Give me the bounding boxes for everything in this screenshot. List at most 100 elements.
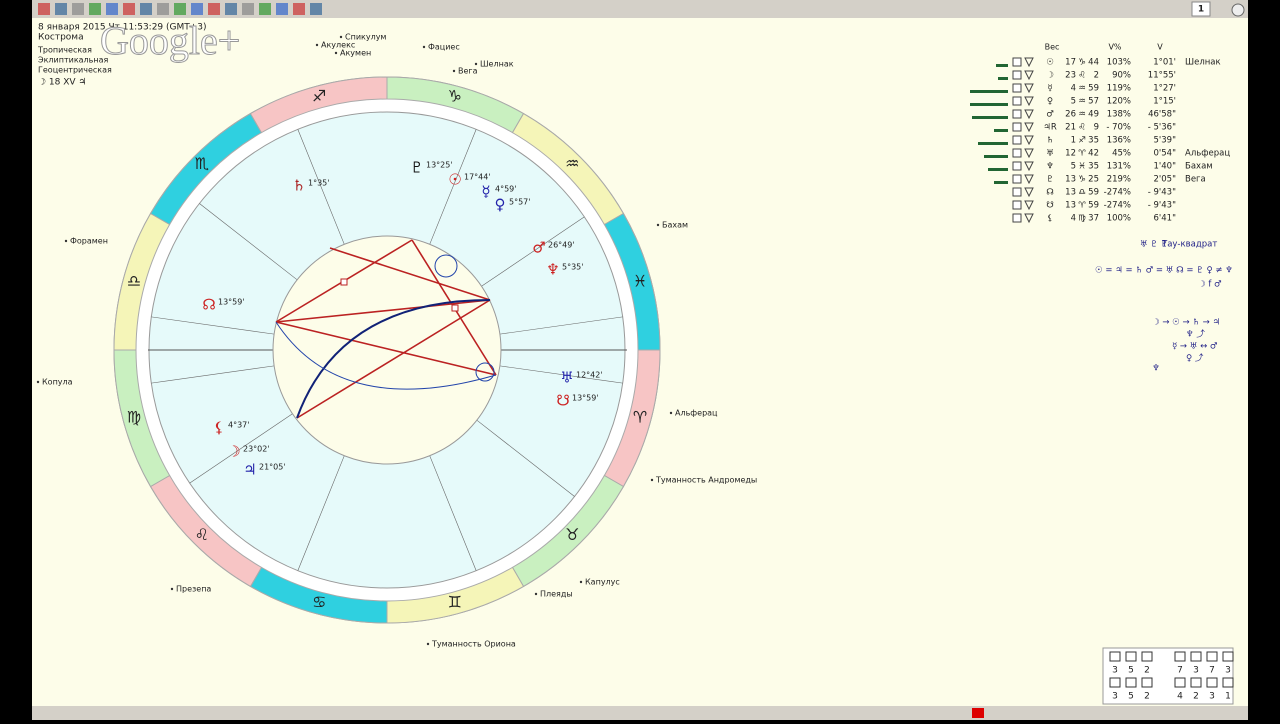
aspect-node [475, 362, 495, 382]
table-cell: ♇ [1046, 175, 1054, 185]
table-cell: 138% [1107, 110, 1131, 120]
toolbar-icon[interactable] [72, 3, 84, 15]
toolbar-icon[interactable] [55, 3, 67, 15]
taskbar [32, 706, 1248, 720]
house-cusp [481, 216, 585, 287]
zodiac-glyph: ♑ [448, 86, 462, 105]
toolbar-icon[interactable] [157, 3, 169, 15]
aspect-formula: ☿ → ♅ ↔ ♂ [1172, 342, 1218, 352]
element-icon [1222, 651, 1234, 662]
table-cell: - 70% [1106, 123, 1131, 133]
planet-degree: 4°37' [228, 421, 249, 430]
star-dot [339, 35, 343, 39]
fixed-star: Альферац [675, 409, 718, 418]
zodiac-glyph: ♈ [633, 407, 647, 426]
table-cell: ☉ [1046, 58, 1054, 68]
table-cell: ♄ [1046, 136, 1054, 146]
toolbar-icon[interactable] [276, 3, 288, 15]
element-icon [1190, 651, 1202, 662]
table-cell: ♈ [1078, 201, 1086, 211]
table-cell: ♐ [1078, 136, 1086, 146]
table-cell: - 9'43" [1148, 188, 1176, 198]
fixed-star: Бахам [662, 221, 688, 230]
triplicity-icon [1024, 161, 1034, 172]
toolbar-icon[interactable] [140, 3, 152, 15]
table-cell: 9 [1094, 123, 1099, 133]
planet-glyph: ♀ [495, 196, 506, 214]
weight-bar [984, 155, 1008, 158]
element-icon [1141, 651, 1153, 662]
toolbar-icon[interactable] [191, 3, 203, 15]
table-cell: 100% [1107, 214, 1131, 224]
planet-glyph: ☽ [227, 443, 240, 461]
weight-bar [972, 116, 1008, 119]
coord-system: Эклиптикальная [38, 56, 109, 65]
toolbar-icon[interactable] [208, 3, 220, 15]
table-cell: - 9'43" [1148, 201, 1176, 211]
triplicity-icon [1024, 200, 1034, 211]
page-number: 1 [1198, 5, 1204, 15]
fixed-star: Шелнак [480, 60, 514, 69]
zodiac-glyph: ♎ [127, 272, 141, 291]
table-cell: 59 [1088, 84, 1099, 94]
planet-degree: 5°57' [509, 198, 530, 207]
table-cell: ♎ [1078, 188, 1086, 198]
fixed-star: Акумен [340, 49, 371, 58]
table-cell: 6'41" [1154, 214, 1177, 224]
element-count: 3 [1112, 692, 1118, 702]
aspect-line [329, 247, 491, 301]
star-dot [579, 580, 583, 584]
toolbar-icon[interactable] [89, 3, 101, 15]
table-cell: 12 [1065, 149, 1076, 159]
element-count: 2 [1144, 666, 1150, 676]
table-cell: ☊ [1046, 188, 1054, 198]
element-icon [1109, 677, 1121, 688]
aspect-ellipse [275, 321, 497, 390]
house-icon [1012, 161, 1022, 171]
toolbar-icon[interactable] [38, 3, 50, 15]
table-cell: 35 [1088, 162, 1099, 172]
table-cell: 21 [1065, 123, 1076, 133]
planet-degree: 23°02' [243, 445, 270, 454]
toolbar-icon[interactable] [174, 3, 186, 15]
toolbar-icon[interactable] [225, 3, 237, 15]
fixed-star: Акулекс [321, 41, 355, 50]
toolbar-icon[interactable] [123, 3, 135, 15]
table-cell: 1°01' [1153, 58, 1176, 68]
table-cell: 2'05" [1154, 175, 1177, 185]
house-icon [1012, 135, 1022, 145]
table-cell: 1 [1071, 136, 1076, 146]
element-count: 2 [1193, 692, 1199, 702]
planet-glyph: ♇ [410, 159, 423, 177]
zodiac-segment [603, 212, 661, 351]
element-count: 3 [1193, 666, 1199, 676]
toolbar-icon[interactable] [242, 3, 254, 15]
toolbar-icon[interactable] [259, 3, 271, 15]
house-cusp [499, 365, 623, 384]
element-icon [1125, 677, 1137, 688]
aspect-node [434, 254, 458, 278]
element-count: 7 [1209, 666, 1215, 676]
table-cell: 49 [1088, 110, 1099, 120]
table-cell: ♓ [1078, 162, 1086, 172]
house-cusp [297, 129, 345, 245]
zodiac-glyph: ♋ [312, 593, 326, 612]
house-cusp [151, 316, 275, 335]
house-cusp [199, 203, 298, 281]
fixed-star: Туманность Ориона [431, 640, 516, 649]
page-box[interactable] [1191, 1, 1211, 17]
table-cell: ♒ [1078, 84, 1086, 94]
aspect-formula: ♀ ⤴ [1186, 353, 1204, 364]
zodiac-glyph: ♍ [127, 407, 141, 426]
house-icon [1012, 122, 1022, 132]
toolbar-icon[interactable] [310, 3, 322, 15]
planet-degree: 13°25' [426, 161, 453, 170]
table-cell: 13 [1065, 188, 1076, 198]
toolbar-icon[interactable] [293, 3, 305, 15]
toolbar-button[interactable] [1231, 3, 1245, 17]
table-cell: 103% [1107, 58, 1131, 68]
column-header: V% [1108, 43, 1121, 52]
toolbar-icon[interactable] [106, 3, 118, 15]
table-cell: 136% [1107, 136, 1131, 146]
table-cell: ♂ [1046, 110, 1054, 120]
